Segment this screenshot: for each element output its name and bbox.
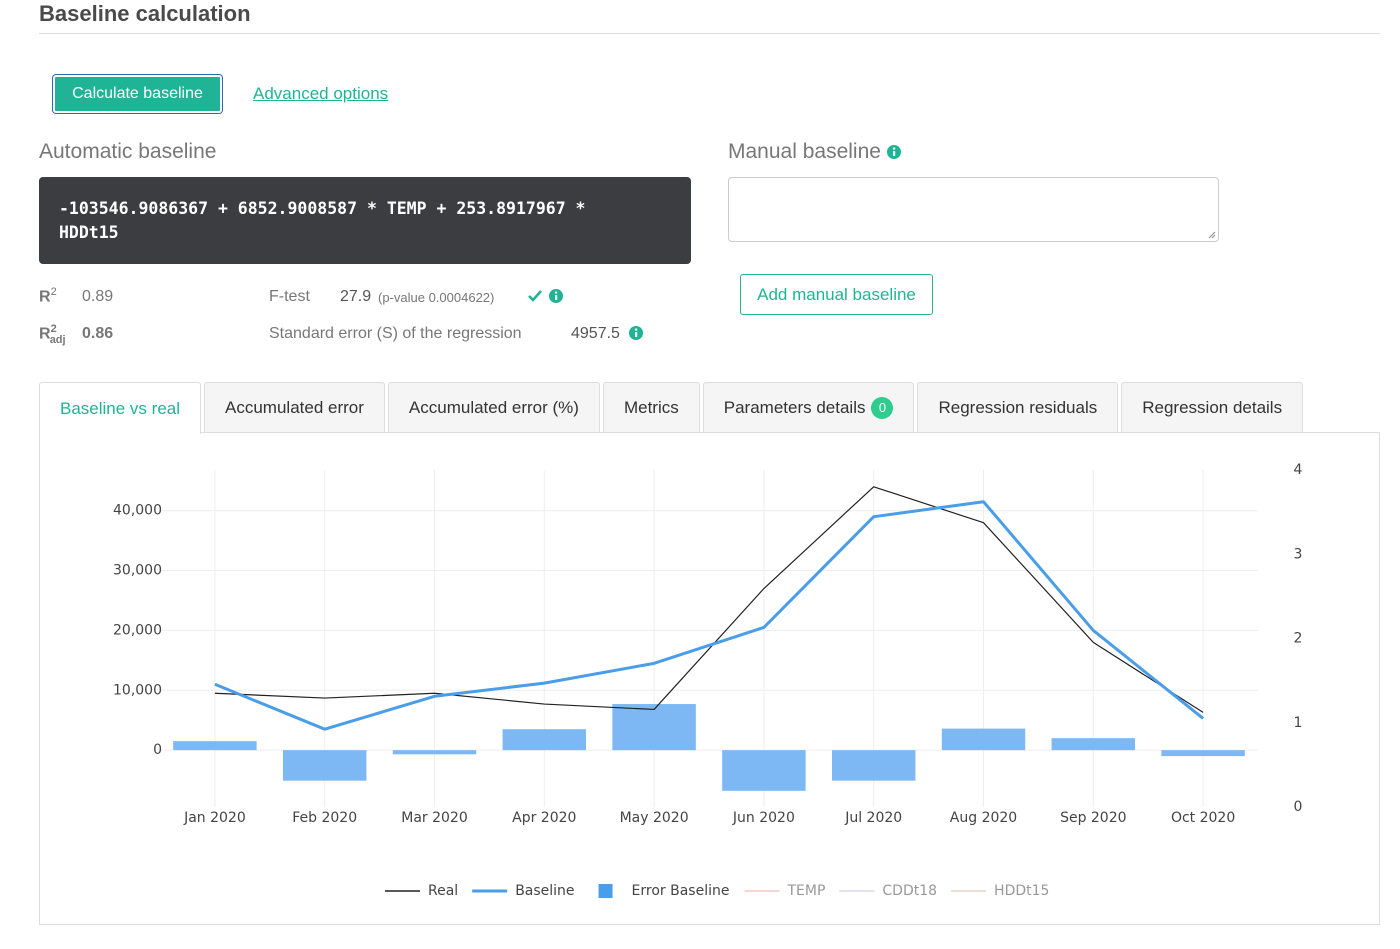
bar (1161, 750, 1245, 757)
y2-tick-label: 0 (1294, 799, 1303, 815)
resize-grip (1208, 231, 1216, 239)
ftest-value: 27.9 (340, 288, 372, 305)
tab[interactable]: Accumulated error (204, 382, 385, 432)
bar (282, 750, 367, 781)
legend-label: Error Baseline (632, 883, 730, 899)
x-tick-label: Oct 2020 (1171, 810, 1235, 826)
line (214, 500, 1205, 731)
manual-heading: Manual baseline (728, 140, 902, 164)
tab[interactable]: Accumulated error (%) (387, 382, 600, 432)
info-glyph (555, 295, 558, 300)
grip-lines (1208, 231, 1216, 239)
bar (612, 704, 696, 751)
y-tick-label: 0 (153, 742, 162, 758)
x-tick-label: Sep 2020 (1060, 810, 1126, 826)
r2-value: 0.89 (82, 288, 114, 305)
r2-label: R2 (39, 286, 57, 306)
bar (173, 741, 257, 751)
y-tick-label: 20,000 (113, 622, 162, 638)
tab-label: Baseline vs real (60, 398, 181, 418)
tab-badge: 0 (871, 396, 894, 419)
info-glyph (635, 332, 638, 337)
add-manual-button[interactable]: Add manual baseline (740, 274, 933, 315)
tab[interactable]: Parameters details 0 (702, 382, 915, 432)
x-tick-label: Jul 2020 (844, 810, 902, 826)
sup: 2 (50, 286, 57, 298)
tab[interactable]: Metrics (602, 382, 700, 432)
legend-label: CDDt18 (882, 883, 937, 899)
y2-tick-label: 1 (1294, 715, 1303, 731)
y2-tick-label: 4 (1294, 462, 1303, 478)
x-tick-label: May 2020 (620, 810, 689, 826)
bar (722, 750, 806, 791)
chart: Jan 2020 Feb 2020 Mar 2020 Apr 2020 May 2020… (113, 462, 1303, 899)
legend-label: TEMP (786, 883, 825, 899)
sup: 2 (50, 323, 57, 335)
r2adj-value: 0.86 (82, 325, 114, 342)
bar (392, 750, 477, 755)
stderr-info[interactable] (628, 325, 644, 341)
line (214, 486, 1204, 713)
legend-label: Baseline (515, 883, 574, 899)
formula: -103546.9086367 + 6852.9008587 * TEMP + … (39, 177, 691, 264)
info-glyph (892, 151, 896, 156)
legend-label: HDDt15 (994, 883, 1049, 899)
stderr-label: Standard error (S) of the regression (269, 325, 522, 342)
y-tick-label: 30,000 (113, 563, 162, 579)
tab-label: Accumulated error (225, 397, 364, 417)
y-tick-label: 40,000 (113, 503, 162, 519)
title-rule (39, 33, 1380, 34)
chart-panel (39, 432, 1380, 925)
info-dot (634, 328, 638, 331)
ftest-label: F-test (269, 288, 310, 305)
bar (502, 729, 587, 751)
page-title: Baseline calculation (39, 1, 251, 26)
manual-info[interactable] (886, 144, 902, 160)
tab-label: Accumulated error (%) (408, 397, 579, 417)
bar (831, 750, 916, 781)
ftest-note: (p-value 0.0004622) (378, 290, 495, 305)
tab-label: Metrics (623, 397, 679, 417)
manual-title: Manual baseline (728, 140, 881, 163)
info-dot (892, 147, 896, 150)
manual-textarea[interactable] (728, 177, 1219, 242)
x-tick-label: Mar 2020 (401, 810, 468, 826)
tab-label: Regression details (1142, 397, 1283, 417)
r2adj-label: R2adj (39, 323, 66, 346)
automatic-title: Automatic baseline (39, 140, 217, 163)
tab[interactable]: Regression residuals (917, 382, 1119, 432)
bar (941, 728, 1026, 751)
x-tick-label: Jun 2020 (732, 810, 795, 826)
check-icon (528, 290, 542, 302)
y-tick-label: 10,000 (113, 682, 162, 698)
x-tick-label: Aug 2020 (950, 810, 1017, 826)
tabs: Baseline vs real Accumulated error Accumul… (39, 382, 1304, 434)
advanced-link[interactable]: Advanced options (253, 84, 389, 103)
info-dot (554, 291, 558, 294)
tab[interactable]: Regression details (1121, 382, 1304, 432)
x-tick-label: Feb 2020 (292, 810, 357, 826)
x-tick-label: Jan 2020 (183, 810, 246, 826)
y2-tick-label: 2 (1294, 631, 1303, 647)
tab[interactable]: Baseline vs real (39, 382, 202, 434)
r: R (39, 288, 51, 306)
calculate-button[interactable]: Calculate baseline (53, 75, 222, 113)
stderr-value: 4957.5 (571, 325, 620, 342)
ftest-icons (528, 289, 563, 303)
sub: adj (49, 333, 66, 346)
bar (1051, 738, 1136, 751)
legend-swatch (598, 884, 613, 898)
tab-label: Regression residuals (938, 397, 1098, 417)
legend-label: Real (428, 883, 458, 899)
y2-tick-label: 3 (1294, 546, 1303, 562)
x-tick-label: Apr 2020 (512, 810, 576, 826)
r: R (39, 325, 51, 343)
tab-label: Parameters details (723, 397, 866, 417)
